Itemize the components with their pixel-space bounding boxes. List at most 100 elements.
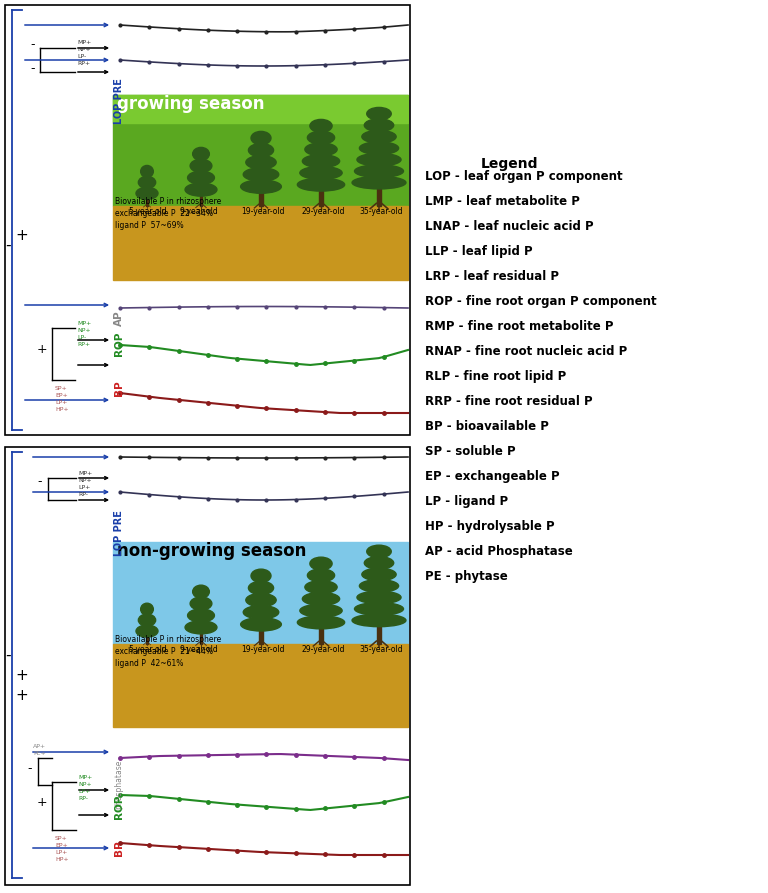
Ellipse shape [193,585,210,598]
Text: BP: BP [114,840,124,855]
Ellipse shape [251,131,271,145]
Text: LP-: LP- [77,335,86,340]
Text: HP+: HP+ [55,407,68,412]
Ellipse shape [246,155,276,169]
Text: LP - ligand P: LP - ligand P [425,495,508,508]
Ellipse shape [307,569,335,582]
Text: LP-: LP- [77,54,86,59]
Text: SP - soluble P: SP - soluble P [425,445,515,458]
Bar [113,206,408,280]
Text: +: + [37,796,48,809]
Bar [200,196,202,206]
Bar [377,188,381,206]
Text: RP+: RP+ [77,342,90,347]
Text: EP+: EP+ [55,843,68,848]
Text: LP+: LP+ [55,400,68,405]
Ellipse shape [362,130,396,143]
Text: MP+: MP+ [77,321,91,326]
Ellipse shape [357,154,401,166]
Bar [377,626,381,644]
Bar [113,95,408,206]
Text: -: - [5,648,11,663]
Bar [113,542,408,644]
Text: +: + [15,688,28,703]
Ellipse shape [355,603,403,615]
Ellipse shape [367,545,391,558]
Text: LRP - leaf residual P: LRP - leaf residual P [425,270,559,283]
Text: AP: AP [114,310,124,326]
Ellipse shape [136,188,158,199]
Text: BP: BP [114,380,124,396]
Bar [319,190,323,206]
Text: RMP - fine root metabolite P: RMP - fine root metabolite P [425,320,614,333]
Ellipse shape [300,605,342,617]
Text: 19-year-old: 19-year-old [241,207,284,216]
Text: RP-: RP- [78,492,88,497]
Text: NP+: NP+ [77,47,91,52]
Text: AP - acid Phosphatase: AP - acid Phosphatase [425,545,573,558]
Text: NP+: NP+ [78,478,91,483]
Ellipse shape [187,609,214,622]
Text: EP - exchangeable P: EP - exchangeable P [425,470,560,483]
Text: RNAP - fine root nucleic acid P: RNAP - fine root nucleic acid P [425,345,627,358]
Text: LNAP - leaf nucleic acid P: LNAP - leaf nucleic acid P [425,220,594,233]
Text: ROP: ROP [114,332,124,356]
Ellipse shape [364,119,394,131]
Text: 29-year-old: 29-year-old [301,645,345,654]
Ellipse shape [190,159,212,172]
Text: +: + [37,343,48,356]
Bar [113,95,408,122]
Text: PE - phytase: PE - phytase [425,570,508,583]
Text: growing season: growing season [117,95,264,113]
Ellipse shape [251,569,271,582]
Ellipse shape [138,614,156,626]
Ellipse shape [352,176,406,189]
Ellipse shape [240,618,281,631]
Ellipse shape [355,165,403,178]
Bar [146,637,148,644]
Text: LMP - leaf metabolite P: LMP - leaf metabolite P [425,195,580,208]
Ellipse shape [303,592,339,605]
Ellipse shape [187,171,214,184]
Bar [200,633,202,644]
Text: Biovailable P in rhizosphere
exchangeable P  22~34%
ligand P  57~69%: Biovailable P in rhizosphere exchangeabl… [115,197,221,230]
Text: 35-year-old: 35-year-old [359,207,402,216]
Text: -: - [5,238,11,253]
Text: RP-: RP- [78,796,88,801]
Text: +: + [15,668,28,683]
Ellipse shape [248,144,273,157]
Text: MP+: MP+ [78,775,92,780]
Text: RP+: RP+ [77,61,90,66]
Text: LP+: LP+ [78,485,91,490]
Ellipse shape [190,597,212,610]
Ellipse shape [362,568,396,580]
Ellipse shape [185,183,217,196]
Text: NP+: NP+ [78,782,91,787]
Text: LOP PRE: LOP PRE [114,78,124,124]
Text: -: - [31,62,35,75]
Text: Biovailable P in rhizosphere
exchangeable P  21~44%
ligand P  42~61%: Biovailable P in rhizosphere exchangeabl… [115,635,221,668]
Text: BP - bioavailable P: BP - bioavailable P [425,420,549,433]
Ellipse shape [141,165,154,178]
Text: SP+: SP+ [55,836,68,841]
Text: 5-year-old: 5-year-old [128,645,167,654]
Ellipse shape [136,625,158,637]
Text: HP+: HP+ [55,857,68,862]
Text: RLP - fine root lipid P: RLP - fine root lipid P [425,370,566,383]
Text: ROP: ROP [114,795,124,820]
Bar [5,447,410,885]
Ellipse shape [297,179,345,191]
Text: MP+: MP+ [77,40,91,45]
Text: +: + [15,228,28,243]
Text: non-growing season: non-growing season [117,542,306,560]
Text: LP+: LP+ [78,789,91,794]
Text: AP+: AP+ [33,744,46,749]
Ellipse shape [240,179,281,193]
Text: -: - [28,762,32,775]
Text: LP+: LP+ [55,850,68,855]
Text: LLP - leaf lipid P: LLP - leaf lipid P [425,245,533,258]
Ellipse shape [364,556,394,569]
Text: 29-year-old: 29-year-old [301,207,345,216]
Text: MP+: MP+ [78,471,92,476]
Text: PE+: PE+ [33,751,46,756]
